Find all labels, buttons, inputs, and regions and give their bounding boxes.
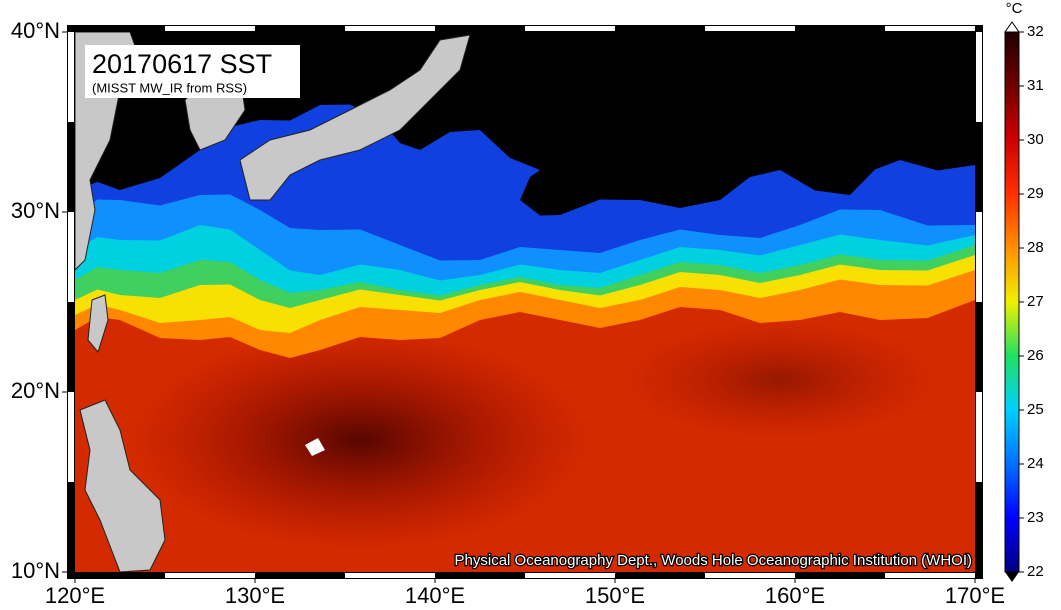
lat-tick-label: 40°N: [11, 18, 60, 43]
warm-pool: [620, 320, 940, 440]
frame-segment: [68, 392, 74, 482]
frame-segment: [885, 573, 975, 578]
taiwan: [87, 294, 109, 354]
colorbar-tick-label: 26: [1027, 347, 1044, 364]
colorbar-max-arrow: [1004, 21, 1020, 33]
frame-segment: [68, 32, 74, 122]
frame-segment: [976, 32, 982, 122]
colorbar-tick-label: 32: [1027, 23, 1044, 40]
colorbar: [1004, 31, 1020, 573]
lat-tick-label: 10°N: [11, 558, 60, 583]
frame-segment: [345, 573, 435, 578]
map-subtitle: (MISST MW_IR from RSS): [92, 80, 247, 95]
lon-tick-label: 120°E: [45, 583, 105, 608]
frame-segment: [165, 573, 255, 578]
colorbar-tick-label: 27: [1027, 293, 1044, 310]
frame-segment: [705, 26, 795, 31]
japan: [239, 34, 471, 201]
frame-segment: [525, 26, 615, 31]
frame-segment: [525, 573, 615, 578]
lon-tick-label: 140°E: [405, 583, 465, 608]
colorbar-tick-label: 23: [1027, 509, 1044, 526]
lon-tick-label: 150°E: [585, 583, 645, 608]
frame-segment: [885, 26, 975, 31]
colorbar-tick-label: 22: [1027, 563, 1044, 580]
colorbar-tick-label: 30: [1027, 131, 1044, 148]
lon-tick-label: 160°E: [765, 583, 825, 608]
frame-segment: [68, 212, 74, 302]
colorbar-tick-label: 31: [1027, 77, 1044, 94]
colorbar-unit: °C: [1006, 0, 1023, 17]
colorbar-tick-label: 25: [1027, 401, 1044, 418]
lat-tick-label: 30°N: [11, 198, 60, 223]
credit: Physical Oceanography Dept., Woods Hole …: [455, 552, 972, 569]
colorbar-tick-label: 24: [1027, 455, 1044, 472]
lon-tick-label: 130°E: [225, 583, 285, 608]
missing-data: [305, 438, 325, 456]
frame-segment: [165, 26, 255, 31]
map-area: [75, 32, 975, 572]
frame-segment: [705, 573, 795, 578]
title-box: [85, 45, 300, 98]
colorbar-min-arrow: [1005, 572, 1019, 582]
warm-pool: [130, 330, 590, 550]
colorbar-tick-label: 29: [1027, 185, 1044, 202]
frame-segment: [976, 392, 982, 482]
map-title: 20170617 SST: [92, 49, 272, 79]
colorbar-tick-label: 28: [1027, 239, 1044, 256]
frame-segment: [345, 26, 435, 31]
frame-segment: [976, 212, 982, 302]
lon-tick-label: 170°E: [945, 583, 1005, 608]
philippines: [79, 399, 166, 572]
lat-tick-label: 20°N: [11, 378, 60, 403]
